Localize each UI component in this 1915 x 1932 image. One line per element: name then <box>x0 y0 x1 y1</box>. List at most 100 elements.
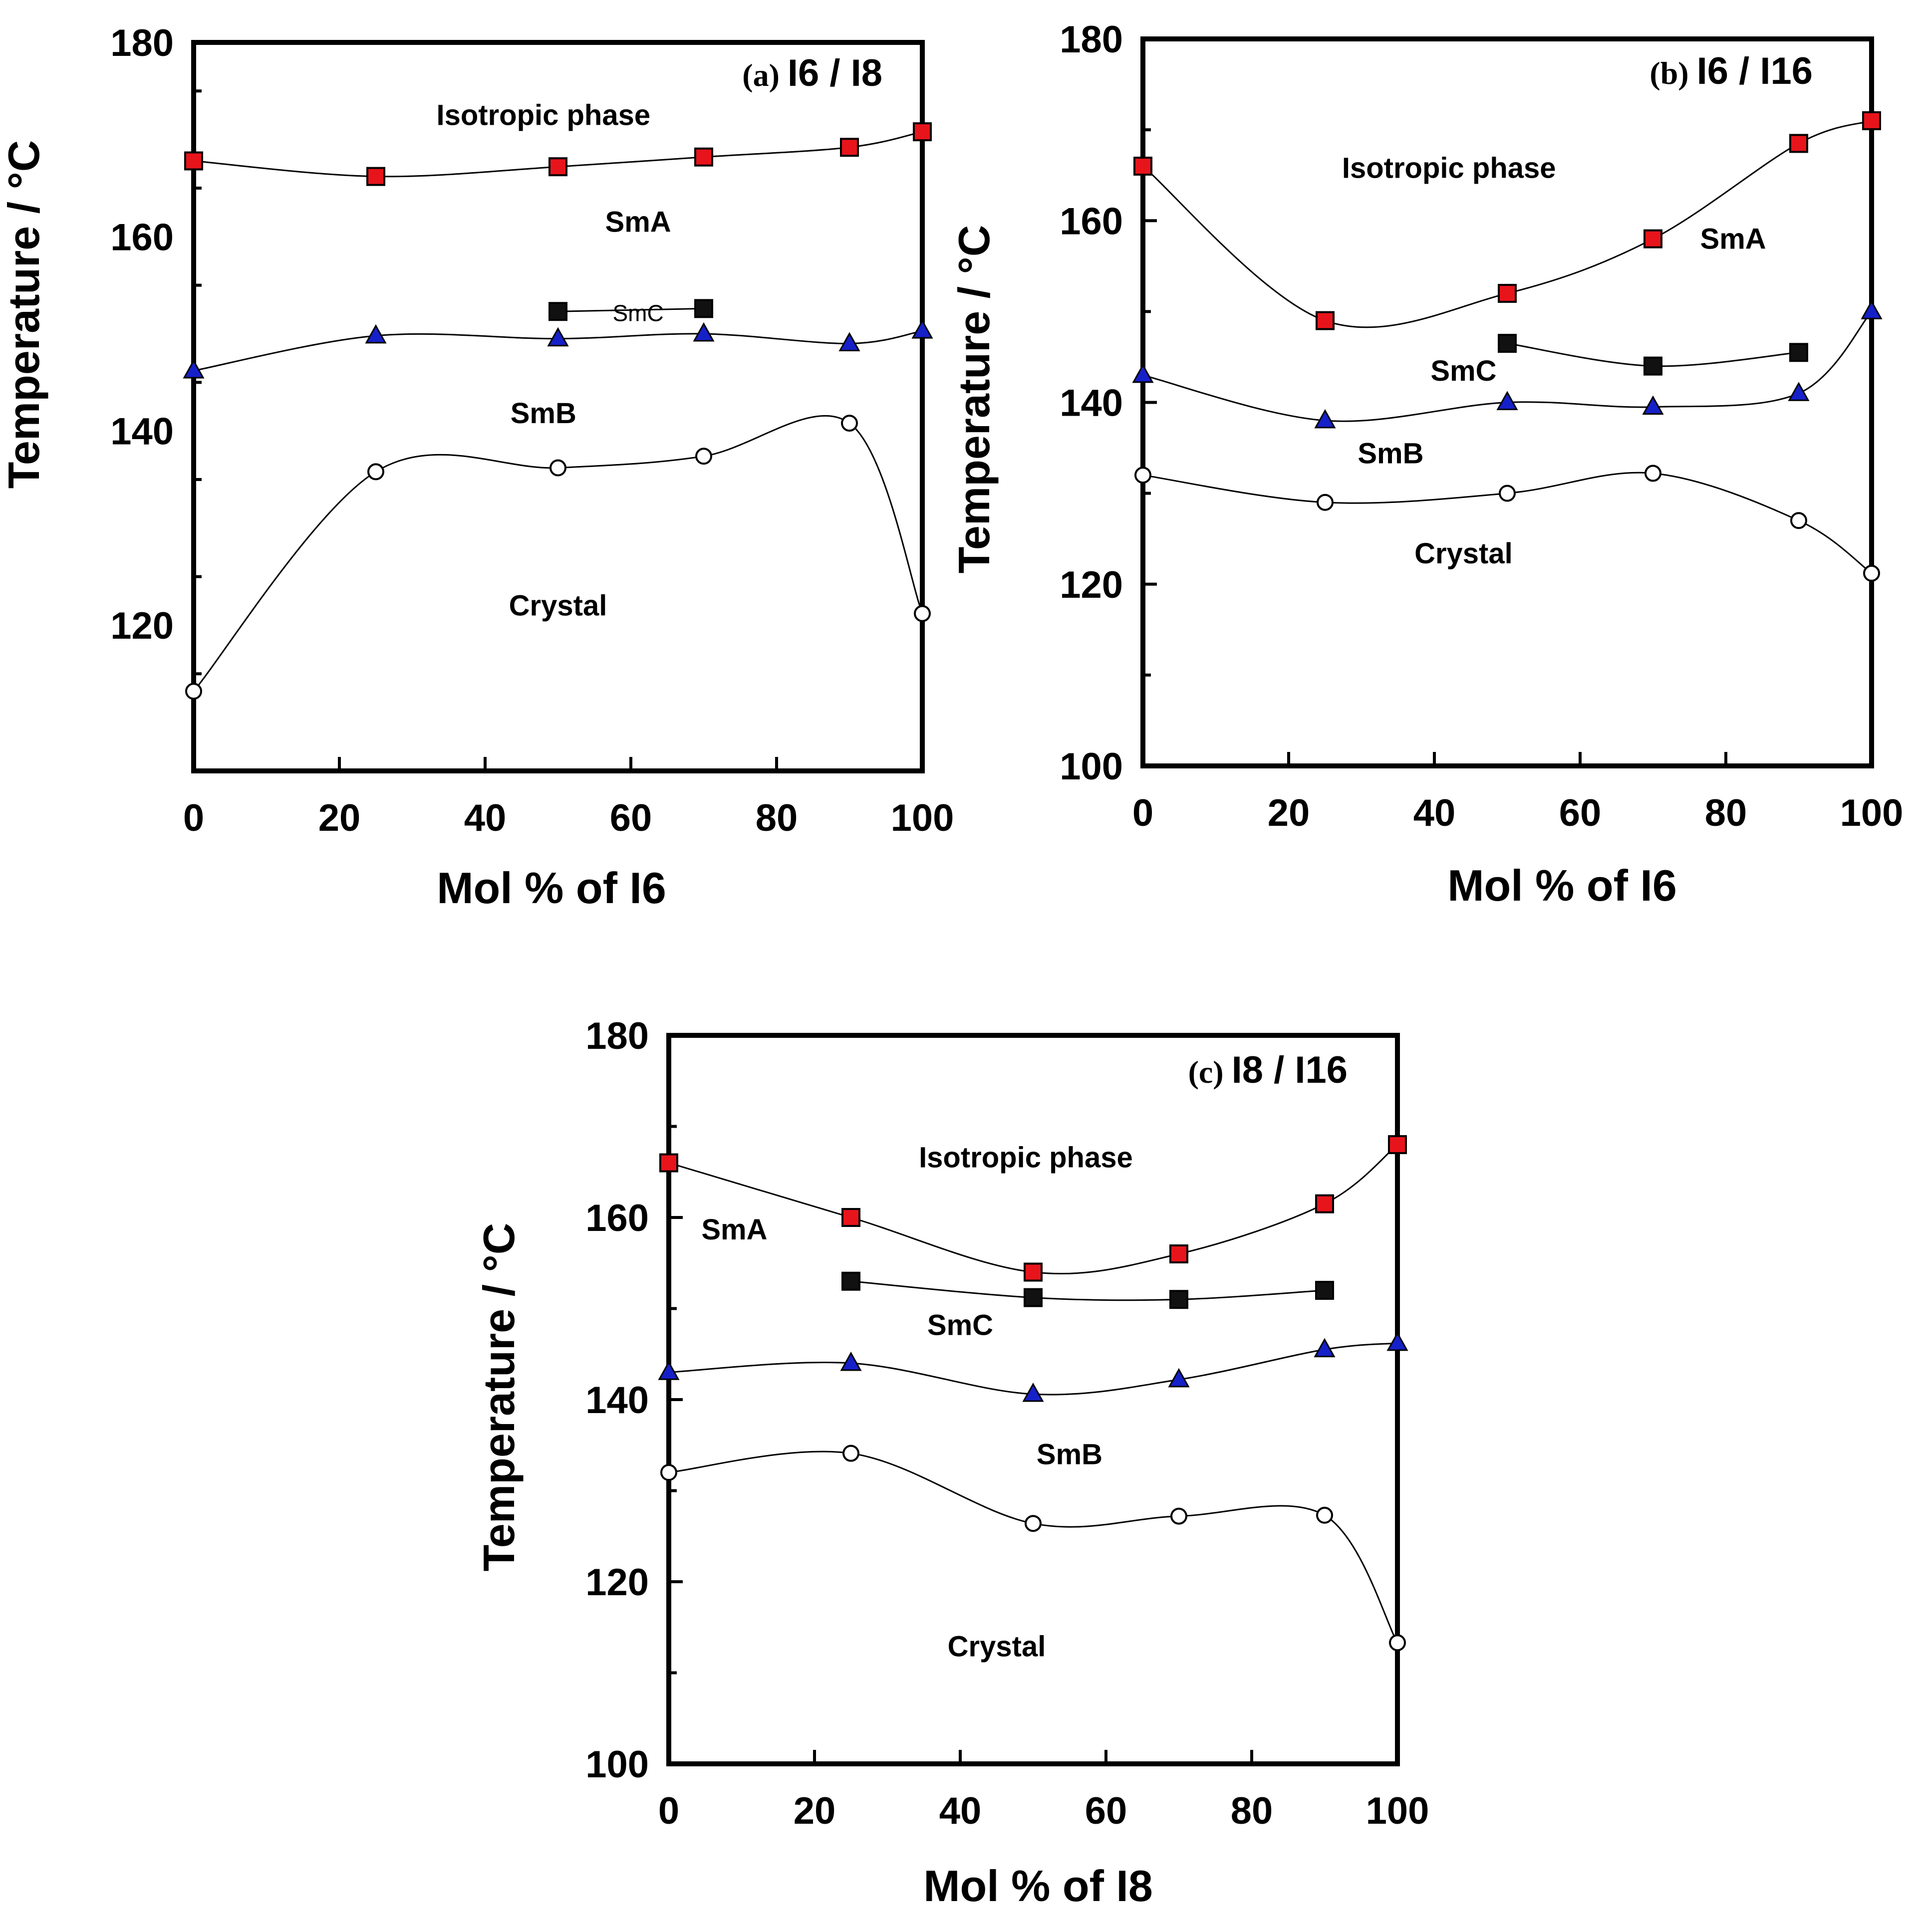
x-tick-label: 20 <box>794 1790 836 1832</box>
panel-title: (c) I8 / I16 <box>1188 1049 1348 1091</box>
y-axis-title: Temperature / °C <box>474 1223 524 1572</box>
data-point-circle <box>185 683 202 700</box>
data-point-triangle <box>1386 1331 1408 1351</box>
chart-panel-b: 0 20 40 60 80 100 100 120 140 160 180 Mol % of I6 Te… <box>949 18 1903 910</box>
phase-region-label: Isotropic phase <box>436 99 650 131</box>
data-point-circle <box>1170 1507 1187 1525</box>
x-tick-label: 20 <box>318 797 361 839</box>
data-point-triangle <box>693 322 715 342</box>
data-point-square <box>1789 134 1808 153</box>
panel-tag: (a) <box>742 57 788 93</box>
data-point-triangle <box>1642 395 1664 415</box>
data-point-square <box>1315 1281 1334 1300</box>
y-tick-label: 140 <box>1060 382 1123 425</box>
x-tick-label: 100 <box>1840 792 1904 834</box>
data-point-square <box>1498 283 1517 303</box>
y-axis-title: Temperature / °C <box>0 140 48 489</box>
data-point-circle <box>1863 564 1880 582</box>
phase-region-label: SmC <box>612 300 663 326</box>
data-point-square <box>840 138 859 157</box>
y-tick-label: 160 <box>585 1197 649 1239</box>
panel-title-text: I6 / I16 <box>1697 50 1813 92</box>
x-tick-label: 0 <box>658 1790 679 1832</box>
data-point-circle <box>1134 467 1151 484</box>
panel-tag: (b) <box>1649 55 1696 91</box>
data-point-triangle <box>840 1351 862 1371</box>
data-point-square <box>659 1153 678 1173</box>
phase-region-label: SmC <box>1430 355 1496 387</box>
phase-region-label: SmC <box>927 1309 993 1341</box>
data-point-square <box>1169 1290 1188 1309</box>
data-point-square <box>1024 1288 1043 1307</box>
series-curve <box>850 1280 1325 1301</box>
data-point-triangle <box>658 1361 680 1380</box>
data-point-square <box>913 122 932 142</box>
data-point-square <box>1169 1244 1188 1263</box>
data-point-square <box>1643 229 1662 248</box>
chart-panel-a: 0 20 40 60 80 100 120 140 160 180 Mol % of I6 Tempe… <box>0 22 954 913</box>
data-point-circle <box>1499 484 1516 502</box>
data-point-triangle <box>547 327 569 347</box>
y-tick-label: 120 <box>585 1561 649 1604</box>
y-tick-label: 120 <box>1060 564 1123 606</box>
x-tick-label: 80 <box>756 797 798 839</box>
data-point-triangle <box>1314 1338 1336 1358</box>
data-point-square <box>1388 1135 1407 1154</box>
series-curve <box>668 1450 1398 1644</box>
data-point-square <box>1498 334 1517 353</box>
phase-region-label: Crystal <box>948 1631 1046 1663</box>
y-tick-label: 120 <box>110 605 174 647</box>
x-tick-label: 60 <box>1085 1790 1127 1832</box>
x-tick-label: 80 <box>1231 1790 1273 1832</box>
data-point-square <box>184 151 203 171</box>
data-point-square <box>1024 1262 1043 1282</box>
data-point-triangle <box>1168 1368 1190 1388</box>
panel-title-text: I6 / I8 <box>788 52 882 94</box>
phase-region-label: Crystal <box>1414 537 1513 570</box>
y-tick-label: 140 <box>585 1379 649 1422</box>
data-point-square <box>1789 343 1808 362</box>
data-point-square <box>694 299 713 318</box>
data-point-square <box>366 167 385 186</box>
x-tick-label: 100 <box>1366 1790 1429 1832</box>
data-point-circle <box>841 415 858 432</box>
y-tick-label: 100 <box>1060 745 1123 788</box>
x-tick-label: 60 <box>1559 792 1602 834</box>
data-point-circle <box>1317 493 1334 511</box>
data-point-square <box>1133 156 1152 176</box>
data-point-circle <box>1316 1506 1333 1524</box>
series-curve <box>193 415 923 692</box>
data-point-triangle <box>1861 300 1883 319</box>
phase-region-label: Crystal <box>509 590 607 622</box>
y-axis-title: Temperature / °C <box>949 225 999 574</box>
phase-region-label: Isotropic phase <box>919 1142 1133 1174</box>
data-point-circle <box>660 1464 677 1481</box>
data-point-square <box>841 1271 860 1291</box>
chart-panel-c: 0 20 40 60 80 100 100 120 140 160 180 Mol % of I8 Te… <box>474 1015 1429 1911</box>
phase-region-label: SmA <box>605 206 671 239</box>
y-tick-label: 140 <box>110 411 174 453</box>
data-point-square <box>1316 311 1335 330</box>
data-point-triangle <box>1496 391 1518 410</box>
x-axis-title: Mol % of I8 <box>923 1861 1153 1911</box>
x-tick-label: 40 <box>1413 792 1456 834</box>
x-tick-label: 40 <box>464 797 507 839</box>
data-point-circle <box>1389 1634 1406 1652</box>
y-tick-label: 160 <box>1060 200 1123 242</box>
data-point-circle <box>1790 512 1807 529</box>
data-point-circle <box>549 459 566 477</box>
data-point-square <box>841 1208 860 1227</box>
data-point-triangle <box>183 359 205 379</box>
x-tick-label: 0 <box>183 797 204 839</box>
data-point-circle <box>367 463 384 481</box>
phase-region-label: SmB <box>511 397 576 430</box>
x-tick-label: 60 <box>610 797 652 839</box>
data-point-circle <box>842 1445 859 1462</box>
y-tick-label: 100 <box>585 1743 649 1786</box>
x-axis-title: Mol % of I6 <box>1447 861 1677 910</box>
phase-region-label: SmB <box>1037 1439 1102 1471</box>
data-point-square <box>694 147 713 167</box>
data-point-square <box>1315 1194 1334 1213</box>
x-tick-label: 0 <box>1132 792 1153 834</box>
